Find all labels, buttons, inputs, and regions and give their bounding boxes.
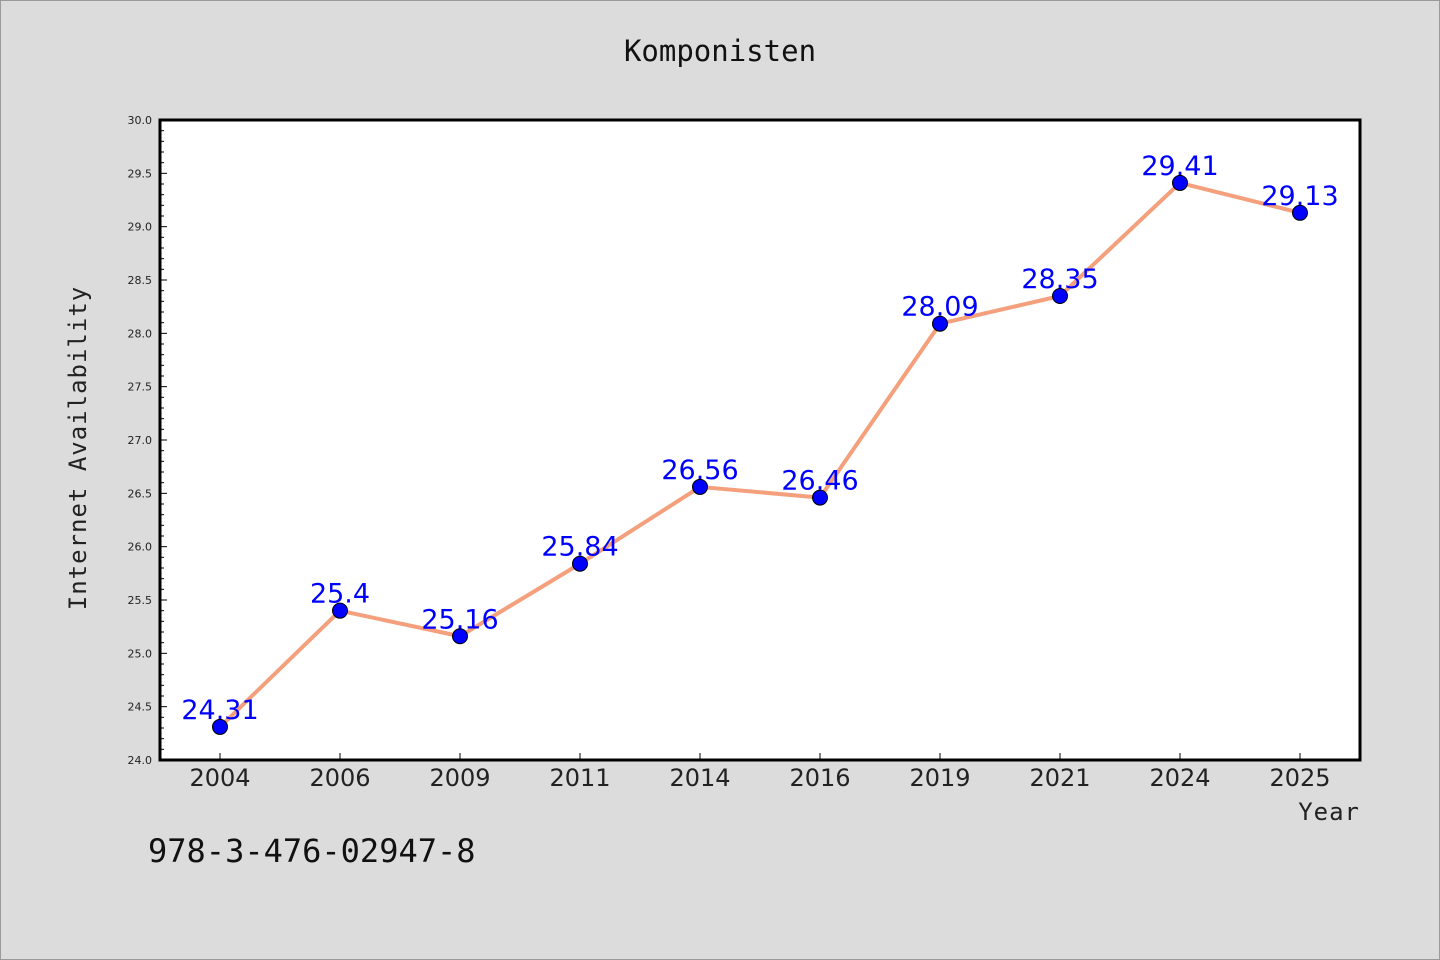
data-label: 29.13 <box>1261 181 1338 212</box>
data-label: 26.46 <box>781 466 858 497</box>
data-label: 26.56 <box>661 455 738 486</box>
x-tick-label: 2025 <box>1269 764 1330 792</box>
data-label: 28.09 <box>901 292 978 323</box>
y-tick-label: 27.5 <box>128 381 153 394</box>
y-tick-label: 25.5 <box>128 594 153 607</box>
data-label: 29.41 <box>1141 151 1218 182</box>
isbn-text: 978-3-476-02947-8 <box>148 832 476 870</box>
x-tick-label: 2009 <box>429 764 490 792</box>
data-point <box>692 478 708 495</box>
data-label: 25.16 <box>421 604 498 635</box>
x-tick-label: 2004 <box>189 764 250 792</box>
x-tick-label: 2011 <box>549 764 610 792</box>
y-tick-label: 28.5 <box>128 274 153 287</box>
data-markers <box>212 174 1308 735</box>
x-tick-label: 2016 <box>789 764 850 792</box>
y-tick-label: 28.0 <box>128 327 153 340</box>
x-tick-label: 2024 <box>1149 764 1210 792</box>
data-label: 25.4 <box>310 579 370 610</box>
data-point <box>1292 204 1308 221</box>
chart-title: Komponisten <box>623 34 817 68</box>
plot-border <box>158 118 1362 762</box>
y-tick-label: 25.0 <box>128 647 153 660</box>
y-tick-label: 30.0 <box>128 114 153 127</box>
data-label: 28.35 <box>1021 264 1098 295</box>
x-tick-label: 2014 <box>669 764 730 792</box>
x-tick-label: 2006 <box>309 764 370 792</box>
y-tick-label: 26.0 <box>128 541 153 554</box>
data-label: 25.84 <box>541 532 618 563</box>
y-tick-label: 27.0 <box>128 434 153 447</box>
y-tick-label: 29.0 <box>128 221 153 234</box>
data-point <box>212 718 228 735</box>
x-tick-label: 2021 <box>1029 764 1090 792</box>
x-tick-label: 2019 <box>909 764 970 792</box>
x-axis-label: Year <box>1298 798 1360 826</box>
x-axis-ticks: 2004 2006 2009 2011 2014 2016 2019 2021 2024 2025 <box>189 753 1331 792</box>
y-tick-label: 29.5 <box>128 167 153 180</box>
data-labels: 24.31 25.4 25.16 25.84 26.56 26.46 28.09 28.35 2… <box>181 151 1338 726</box>
plot-area <box>160 120 1360 760</box>
y-tick-label: 24.5 <box>128 701 153 714</box>
data-point <box>1052 288 1068 304</box>
series-line <box>218 180 1302 729</box>
data-point <box>932 315 948 332</box>
data-point <box>452 628 468 645</box>
data-point <box>332 602 348 619</box>
y-axis-label: Internet Availability <box>64 286 92 610</box>
data-point <box>572 555 588 572</box>
y-axis-ticks: 24.0 24.5 25.0 25.5 26.0 26.5 27.0 27.5 28.0 28.5… <box>128 114 167 767</box>
data-label: 24.31 <box>181 695 258 726</box>
data-point <box>1172 174 1188 191</box>
y-tick-label: 24.0 <box>128 754 153 767</box>
y-tick-label: 26.5 <box>128 487 153 500</box>
data-point <box>812 489 828 506</box>
